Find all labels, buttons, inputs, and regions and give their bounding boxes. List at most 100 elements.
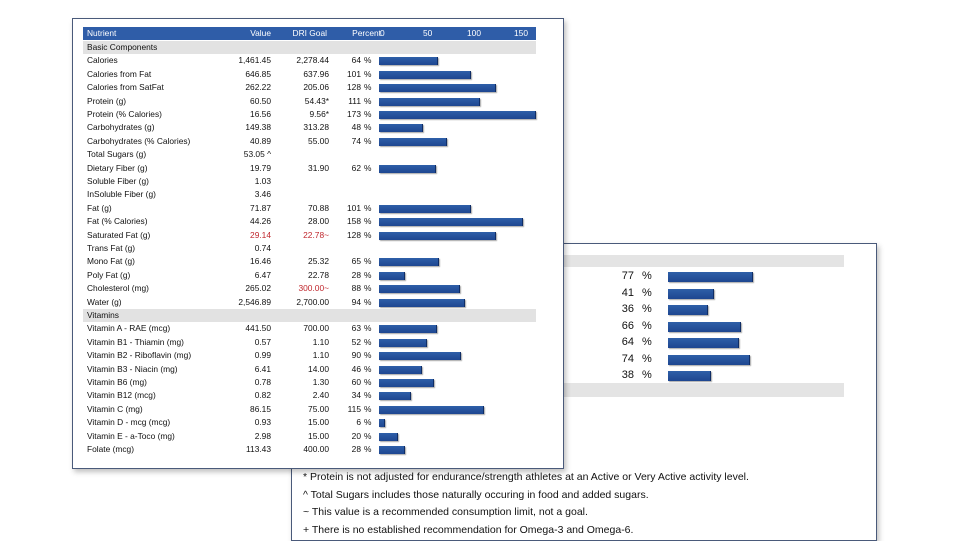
percent-value: 48 xyxy=(351,122,361,133)
nutrient-name: Vitamin C (mg) xyxy=(87,403,143,414)
percent-sign: % xyxy=(364,202,372,213)
percent-bar xyxy=(379,231,496,240)
percent-bar xyxy=(379,258,439,267)
percent-value: 6 xyxy=(356,417,361,428)
nutrient-value: 1,461.45 xyxy=(238,55,271,66)
nutrient-value: 53.05 ^ xyxy=(243,149,271,160)
percent-sign: % xyxy=(642,303,652,315)
percent-bar xyxy=(668,288,714,299)
nutrient-name: Total Sugars (g) xyxy=(87,149,147,160)
nutrient-value: 40.89 xyxy=(250,135,271,146)
percent-bar xyxy=(379,137,447,146)
dri-goal: 22.78 xyxy=(308,269,329,280)
section-header: Vitamins xyxy=(83,309,536,322)
dri-goal: 31.90 xyxy=(308,162,329,173)
percent-sign: % xyxy=(364,417,372,428)
percent-bar xyxy=(379,379,435,387)
nutrient-name: Dietary Fiber (g) xyxy=(87,162,148,173)
percent-sign: % xyxy=(364,390,372,401)
percent-value: 63 xyxy=(351,323,361,334)
percent-sign: % xyxy=(364,55,372,66)
nutrient-name: Vitamin D - mcg (mcg) xyxy=(87,417,171,428)
percent-value: 64 xyxy=(621,336,634,348)
dri-goal: 70.88 xyxy=(308,202,329,213)
nutrient-report-panel: Nutrient Value DRI Goal Percent 0 50 100… xyxy=(72,18,564,469)
percent-bar xyxy=(379,204,472,213)
axis-tick-100: 100 xyxy=(467,28,481,38)
nutrient-name: Vitamin B3 - Niacin (mg) xyxy=(87,363,178,374)
nutrient-name: Vitamin B2 - Riboflavin (mg) xyxy=(87,350,192,361)
percent-sign: % xyxy=(364,82,372,93)
percent-sign: % xyxy=(642,270,652,282)
nutrient-name: Saturated Fat (g) xyxy=(87,229,151,240)
percent-bar xyxy=(379,164,436,173)
nutrient-value: 0.78 xyxy=(254,377,271,387)
percent-sign: % xyxy=(364,283,372,294)
percent-sign: % xyxy=(364,256,372,267)
percent-sign: % xyxy=(642,319,652,332)
nutrient-value: 441.50 xyxy=(245,323,271,334)
nutrient-name: Poly Fat (g) xyxy=(87,269,131,280)
percent-value: 74 xyxy=(351,135,361,146)
nutrient-value: 16.46 xyxy=(250,256,271,267)
table-row: Vitamin B3 - Niacin (mg) 6.41 14.00 46% xyxy=(73,363,563,376)
nutrient-name: Fat (g) xyxy=(87,202,112,213)
table-row: Water (g) 2,546.89 2,700.00 94% xyxy=(73,296,563,309)
nutrient-value: 265.02 xyxy=(245,283,271,294)
axis-tick-50: 50 xyxy=(423,28,433,38)
percent-bar xyxy=(379,97,481,106)
nutrient-name: Calories from SatFat xyxy=(87,82,164,93)
percent-value: 101 xyxy=(347,68,361,79)
table-row: Vitamin D - mcg (mcg) 0.93 15.00 6% xyxy=(73,416,563,429)
percent-bar xyxy=(668,371,711,381)
table-row: Saturated Fat (g) 29.14 22.78~ 128% xyxy=(73,229,563,242)
table-row: Vitamin C (mg) 86.15 75.00 115% xyxy=(73,403,563,416)
percent-bar xyxy=(668,321,742,332)
dri-goal: 1.30 xyxy=(312,377,329,387)
table-row: Vitamin B6 (mg) 0.78 1.30 60% xyxy=(73,376,563,389)
dri-goal: 2,278.44 xyxy=(296,55,329,66)
nutrient-name: Protein (g) xyxy=(87,95,127,106)
nutrient-name: Vitamin B12 (mcg) xyxy=(87,390,156,401)
nutrient-value: 60.50 xyxy=(250,95,271,106)
percent-bar xyxy=(379,365,422,374)
nutrient-name: Calories from Fat xyxy=(87,68,152,79)
nutrient-value: 113.43 xyxy=(246,444,271,454)
percent-sign: % xyxy=(364,444,372,454)
nutrient-value: 1.03 xyxy=(254,176,271,186)
percent-value: 36 xyxy=(621,303,634,315)
percent-value: 62 xyxy=(351,162,361,173)
dri-goal: 2.40 xyxy=(312,390,329,401)
percent-value: 158 xyxy=(347,216,361,227)
table-row: Vitamin B1 - Thiamin (mg) 0.57 1.10 52% xyxy=(73,336,563,349)
header-percent: Percent xyxy=(352,28,381,38)
dri-goal: 300.00~ xyxy=(298,283,329,294)
percent-sign: % xyxy=(364,135,372,146)
percent-sign: % xyxy=(364,109,372,119)
percent-value: 90 xyxy=(351,350,361,361)
percent-bar xyxy=(379,338,427,347)
percent-bar xyxy=(379,352,462,361)
percent-bar xyxy=(379,124,424,133)
nutrient-value: 44.26 xyxy=(250,216,271,227)
percent-sign: % xyxy=(364,269,372,280)
percent-value: 88 xyxy=(351,283,361,294)
percent-value: 66 xyxy=(621,319,634,332)
nutrient-name: Mono Fat (g) xyxy=(87,256,135,267)
percent-sign: % xyxy=(364,162,372,173)
table-row: Mono Fat (g) 16.46 25.32 65% xyxy=(73,255,563,268)
section-title: Vitamins xyxy=(87,310,119,320)
nutrient-name: Folate (mcg) xyxy=(87,444,135,454)
footnote-line: + There is no established recommendation… xyxy=(303,523,634,536)
nutrient-name: Vitamin E - a-Toco (mg) xyxy=(87,430,175,441)
percent-value: 46 xyxy=(351,363,361,374)
nutrient-value: 2,546.89 xyxy=(238,296,271,307)
nutrient-name: Carbohydrates (g) xyxy=(87,122,155,133)
nutrient-value: 0.93 xyxy=(254,417,271,428)
percent-sign: % xyxy=(364,216,372,227)
percent-sign: % xyxy=(364,229,372,240)
nutrient-value: 3.46 xyxy=(254,189,271,200)
percent-sign: % xyxy=(364,430,372,441)
percent-sign: % xyxy=(364,68,372,79)
header-nutrient: Nutrient xyxy=(87,28,117,38)
